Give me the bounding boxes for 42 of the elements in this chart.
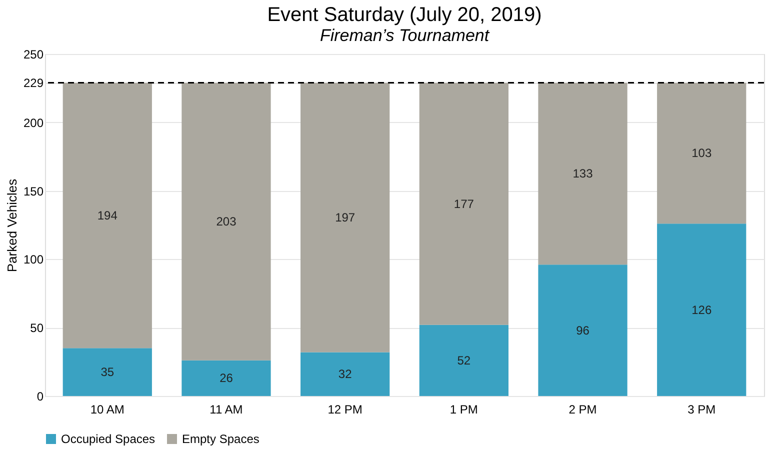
x-tick-label: 1 PM <box>450 402 478 416</box>
bar <box>182 82 271 360</box>
data-label: 96 <box>576 323 590 338</box>
bar <box>538 82 628 265</box>
data-label: 197 <box>335 210 356 224</box>
data-label: 35 <box>100 365 114 380</box>
x-tick-label: 3 PM <box>688 402 716 416</box>
x-tick-label: 12 PM <box>328 402 362 416</box>
bar <box>300 352 390 396</box>
bar <box>182 360 271 396</box>
bar <box>300 82 390 352</box>
x-tick-label: 10 AM <box>90 402 124 416</box>
y-tick-label: 229 <box>23 76 44 90</box>
data-label: 32 <box>338 367 352 382</box>
bar <box>419 324 508 396</box>
data-label: 203 <box>216 214 237 229</box>
bar <box>62 348 152 396</box>
bar <box>62 82 152 348</box>
legend-label: Empty Spaces <box>182 432 260 446</box>
x-tick-label: 11 AM <box>210 402 243 416</box>
data-label: 177 <box>454 196 474 211</box>
data-label: 126 <box>692 302 712 317</box>
data-label: 133 <box>572 166 594 181</box>
x-tick-label: 2 PM <box>568 402 597 416</box>
y-tick-label: 150 <box>23 184 44 198</box>
chart-subtitle: Fireman’s Tournament <box>320 26 490 45</box>
y-tick-label: 100 <box>23 252 44 267</box>
y-tick-label: 250 <box>23 48 44 62</box>
bar <box>657 82 746 224</box>
y-tick-label: 50 <box>30 321 44 336</box>
legend-label: Occupied Spaces <box>61 432 156 446</box>
bar <box>419 82 508 325</box>
bar <box>538 264 628 396</box>
data-label: 26 <box>220 371 234 386</box>
bar <box>657 224 746 396</box>
y-tick-label: 0 <box>36 390 44 404</box>
data-label: 103 <box>692 146 712 160</box>
chart-title: Event Saturday (July 20, 2019) <box>267 4 542 26</box>
y-tick-label: 200 <box>23 116 44 130</box>
y-axis-title: Parked Vehicles <box>4 178 20 272</box>
data-label: 194 <box>97 208 118 222</box>
data-label: 52 <box>457 353 471 368</box>
